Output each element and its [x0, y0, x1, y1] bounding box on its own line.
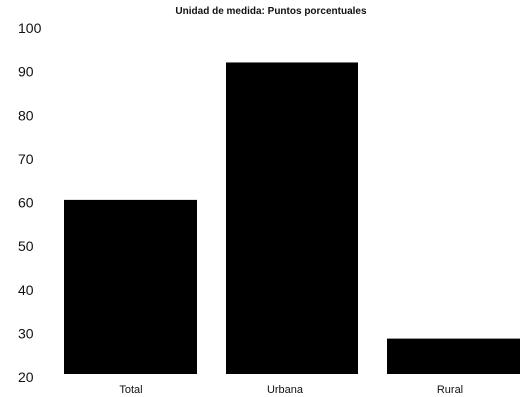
y-tick-label: 80	[18, 107, 34, 123]
y-tick-label: 90	[18, 64, 34, 80]
bar-urbana	[226, 62, 358, 375]
y-axis-ticks: 20 30 40 50 60 70 80 90 100	[18, 20, 42, 385]
bar-total	[64, 199, 197, 374]
y-tick-label: 40	[18, 282, 34, 298]
y-tick-label: 70	[18, 151, 34, 167]
y-tick-label: 30	[18, 325, 34, 341]
x-tick-label-rural: Rural	[437, 384, 463, 396]
x-axis-labels: Total Urbana Rural	[119, 384, 463, 396]
x-tick-label-total: Total	[119, 384, 142, 396]
bar-rural	[387, 338, 520, 374]
bars-group	[64, 62, 520, 375]
y-tick-label: 100	[18, 20, 42, 36]
y-tick-label: 20	[18, 369, 34, 385]
y-tick-label: 60	[18, 195, 34, 211]
chart-title: Unidad de medida: Puntos porcentuales	[175, 6, 367, 17]
y-tick-label: 50	[18, 238, 34, 254]
x-tick-label-urbana: Urbana	[267, 384, 304, 396]
